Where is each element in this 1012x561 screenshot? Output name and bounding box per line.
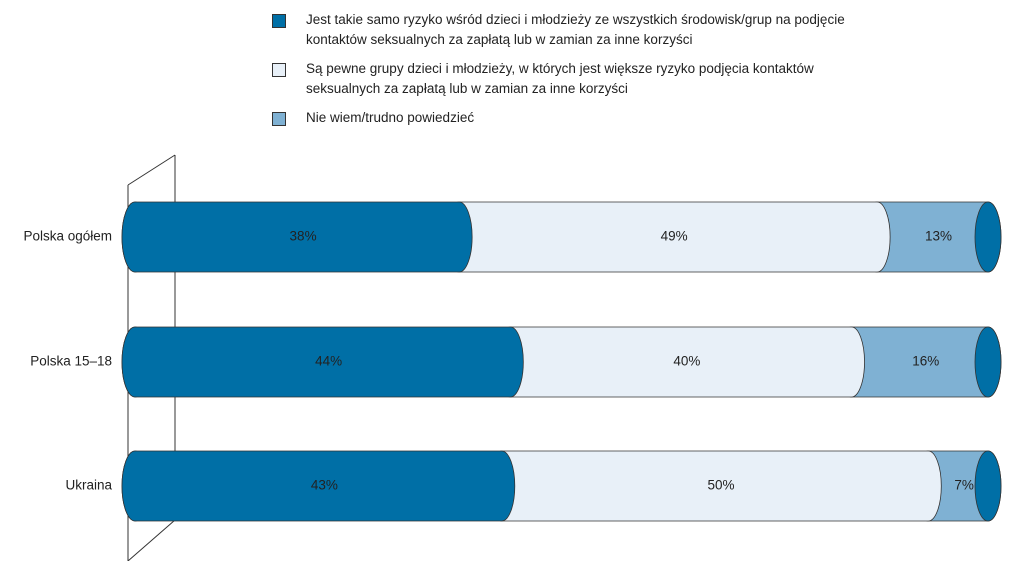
value-label: 49% <box>661 229 688 244</box>
y-tick-label: Ukraina <box>65 478 112 493</box>
value-label: 7% <box>954 478 974 493</box>
bar-end <box>974 326 1002 398</box>
bar <box>121 201 473 273</box>
value-label: 50% <box>708 478 735 493</box>
legend-swatch <box>272 14 286 28</box>
bar-end <box>974 450 1002 522</box>
legend-item: Nie wiem/trudno powiedzieć <box>272 108 872 128</box>
legend: Jest takie samo ryzyko wśród dzieci i mł… <box>272 10 872 137</box>
legend-label: Nie wiem/trudno powiedzieć <box>306 110 475 125</box>
value-label: 44% <box>315 354 342 369</box>
value-label: 43% <box>311 478 338 493</box>
legend-item: Jest takie samo ryzyko wśród dzieci i mł… <box>272 10 872 50</box>
bar <box>121 450 516 522</box>
bar-end <box>974 201 1002 273</box>
legend-swatch <box>272 63 286 77</box>
legend-swatch <box>272 112 286 126</box>
bar <box>121 326 524 398</box>
legend-label: Są pewne grupy dzieci i młodzieży, w któ… <box>306 61 814 96</box>
y-tick-label: Polska 15–18 <box>30 354 112 369</box>
value-label: 38% <box>290 229 317 244</box>
value-label: 40% <box>673 354 700 369</box>
value-label: 16% <box>912 354 939 369</box>
value-label: 13% <box>925 229 952 244</box>
legend-label: Jest takie samo ryzyko wśród dzieci i mł… <box>306 12 845 47</box>
y-tick-label: Polska ogółem <box>23 229 112 244</box>
legend-item: Są pewne grupy dzieci i młodzieży, w któ… <box>272 59 872 99</box>
